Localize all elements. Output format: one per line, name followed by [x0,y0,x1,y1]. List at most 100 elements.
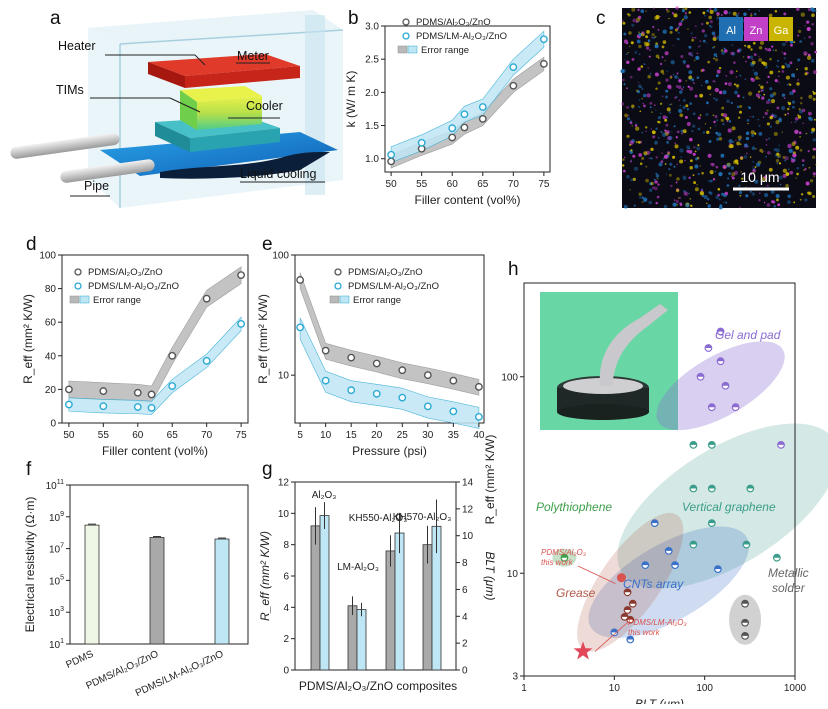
eds-speckle-dot [758,124,761,127]
data-point [133,388,142,397]
legend-zn-swatch [744,17,768,41]
eds-speckle-dot [677,197,680,199]
eds-speckle-dot [655,127,658,130]
eds-speckle-dot [702,39,706,43]
annotation-arrow [594,621,629,652]
eds-speckle-dot [735,84,740,88]
eds-speckle-dot [655,15,660,20]
eds-speckle-dot [783,57,786,60]
eds-speckle-dot [654,180,658,184]
x-tick-label: 55 [416,179,428,190]
eds-speckle-dot [714,87,719,93]
data-point [64,400,73,409]
eds-speckle-dot [727,177,730,180]
scatter-point-fill-vg [708,520,715,524]
eds-speckle-dot [670,75,672,78]
eds-speckle-dot [649,72,652,75]
eds-speckle-dot [723,166,726,169]
eds-speckle-dot [709,9,714,14]
x-tick-label: 15 [346,430,358,441]
eds-speckle-dot [750,115,752,118]
photo-spatula [599,304,668,386]
eds-speckle-dot [736,87,739,90]
eds-speckle-dot [680,20,683,23]
eds-speckle-dot [675,85,679,88]
y2-axis-label: BLT (μm) [483,551,497,600]
data-point [147,390,156,399]
eds-speckle-dot [798,108,801,111]
data-point [99,387,108,395]
eds-speckle-dot [745,136,750,141]
eds-speckle-dot [788,148,793,153]
eds-speckle-dot [747,105,750,108]
x-tick-label: 75 [538,179,550,190]
eds-speckle-dot [733,83,737,86]
eds-speckle-dot [814,50,817,54]
data-point [133,403,142,411]
eds-speckle-dot [693,181,697,185]
eds-speckle-dot [709,127,712,129]
eds-speckle-dot [745,131,750,136]
eds-speckle-dot [808,35,811,39]
eds-speckle-dot [632,18,637,23]
eds-speckle-dot [803,37,806,40]
y2-tick-label: 14 [462,478,474,489]
eds-speckle-dot [674,142,677,145]
data-point [296,276,305,284]
eds-speckle-dot [766,81,769,84]
eds-speckle-dot [782,173,787,178]
eds-speckle-dot [759,148,763,153]
eds-speckle-dot [799,40,803,43]
eds-speckle-dot [647,74,651,79]
eds-speckle-dot [634,50,638,54]
eds-speckle-dot [770,153,772,155]
eds-speckle-dot [658,162,663,167]
eds-speckle-dot [648,157,650,160]
eds-speckle-dot [679,203,683,206]
eds-speckle-dot [808,111,812,116]
eds-speckle-dot [651,186,655,190]
eds-speckle-dot [752,168,756,173]
eds-speckle-dot [643,63,646,65]
eds-speckle-dot [665,89,669,93]
eds-speckle-dot [790,158,795,163]
eds-speckle-dot [751,58,754,61]
eds-speckle-dot [691,129,694,133]
eds-speckle-dot [716,12,720,16]
data-point [417,138,426,147]
eds-speckle-dot [776,198,779,202]
eds-speckle-dot [639,196,642,199]
eds-speckle-dot [803,51,808,56]
eds-speckle-dot [658,137,660,139]
y-axis-label: k (W/ m K) [344,71,358,128]
eds-speckle-dot [752,69,755,72]
eds-speckle-dot [731,44,734,46]
eds-speckle-dot [791,100,796,104]
eds-speckle-dot [739,194,742,197]
eds-speckle-dot [729,144,734,149]
eds-speckle-dot [785,75,790,80]
x-tick-label: 75 [236,430,248,441]
eds-speckle-dot [728,139,733,144]
eds-speckle-dot [659,16,661,18]
eds-speckle-dot [706,202,708,204]
eds-speckle-dot [635,17,641,22]
data-point [147,403,156,412]
eds-speckle-dot [668,167,671,171]
eds-speckle-dot [725,201,728,204]
eds-speckle-dot [745,152,748,155]
eds-speckle-dot [693,146,696,149]
eds-speckle-dot [767,75,770,79]
this-work-point [616,573,626,583]
scatter-point-fill-vg [690,485,697,489]
eds-speckle-dot [649,49,651,51]
eds-speckle-dot [660,160,664,164]
eds-speckle-dot [713,35,716,38]
eds-speckle-dot [677,77,680,80]
eds-speckle-dot [811,155,816,159]
eds-speckle-dot [755,76,759,80]
legend-zn-label: Zn [750,25,763,37]
eds-speckle-dot [666,140,670,144]
scatter-point-fill-cnt [627,636,634,640]
plot-frame [61,254,249,424]
